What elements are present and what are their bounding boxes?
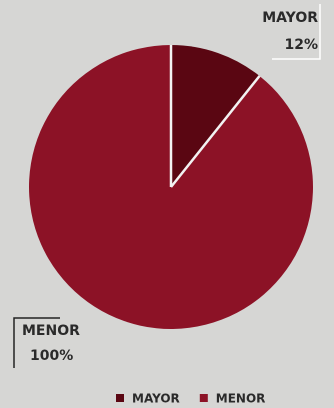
legend-swatch xyxy=(116,394,124,402)
slice-label: MENOR xyxy=(22,323,80,339)
pie-slice xyxy=(171,45,260,187)
label-leader xyxy=(13,317,60,368)
legend-label: MENOR xyxy=(216,392,266,406)
slice-label: MAYOR xyxy=(262,10,318,26)
pie xyxy=(29,45,314,330)
legend: MAYOR MENOR xyxy=(116,392,265,406)
slice-separator xyxy=(170,75,261,188)
legend-label: MAYOR xyxy=(132,392,180,406)
slice-value-label: 12% xyxy=(284,37,318,53)
label-leader xyxy=(272,4,321,60)
pie-slice xyxy=(29,45,314,330)
legend-swatch xyxy=(199,394,208,402)
slice-value-label: 100% xyxy=(30,348,73,364)
